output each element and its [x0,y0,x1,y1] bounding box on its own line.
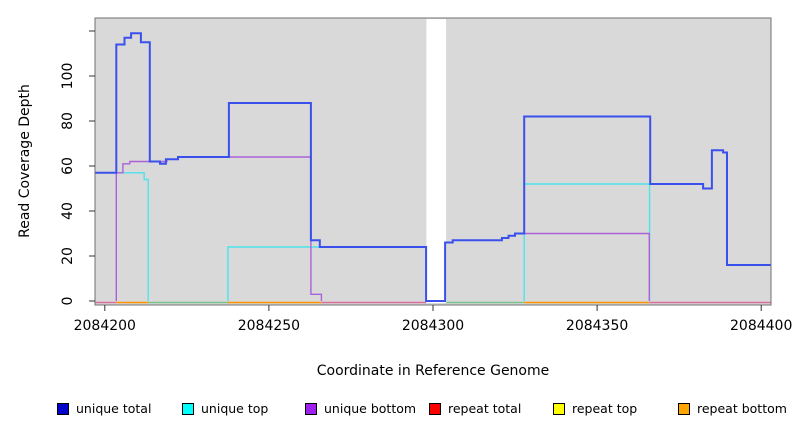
y-tick-label: 60 [60,157,76,175]
legend-label: unique bottom [324,401,417,416]
unique-bottom-swatch-icon [305,403,317,415]
axis-layer: 2084200 2084250 2084300 2084350 2084400 0 20 40… [60,30,792,334]
legend-label: repeat total [448,401,522,416]
x-tick-label: 2084300 [402,318,464,334]
unique-total-swatch-icon [57,403,69,415]
legend-item-repeat-top: repeat top [553,401,637,417]
legend-item-unique-bottom: unique bottom [305,401,416,417]
top-series-layer [95,32,771,302]
legend: unique total unique top unique bottom re… [0,399,792,423]
repeat-bottom-swatch-icon [678,403,690,415]
y-tick-label: 100 [60,63,76,90]
x-tick-label: 2084400 [730,318,792,334]
repeat-total-swatch-icon [429,403,441,415]
x-axis-label: Coordinate in Reference Genome [317,363,550,379]
y-axis-label: Read Coverage Depth [17,84,33,238]
y-tick-label: 40 [60,202,76,220]
legend-label: repeat top [572,401,638,416]
legend-label: unique top [201,401,269,416]
x-tick-label: 2084350 [566,318,628,334]
legend-item-unique-total: unique total [57,401,151,417]
masked-gap-band [426,19,447,303]
x-tick-label: 2084250 [238,318,300,334]
unique-top-swatch-icon [182,403,194,415]
series-line-unique-total [95,32,771,302]
plot-canvas: 2084200 2084250 2084300 2084350 2084400 0 20 40… [17,17,792,379]
y-tick-label: 0 [60,297,76,306]
legend-item-repeat-total: repeat total [429,401,521,417]
legend-label: unique total [76,401,152,416]
legend-item-repeat-bottom: repeat bottom [678,401,787,417]
legend-item-unique-top: unique top [182,401,268,417]
y-tick-label: 20 [60,247,76,265]
y-tick-label: 80 [60,112,76,130]
repeat-top-swatch-icon [553,403,565,415]
x-tick-label: 2084200 [74,318,136,334]
legend-label: repeat bottom [697,401,787,416]
